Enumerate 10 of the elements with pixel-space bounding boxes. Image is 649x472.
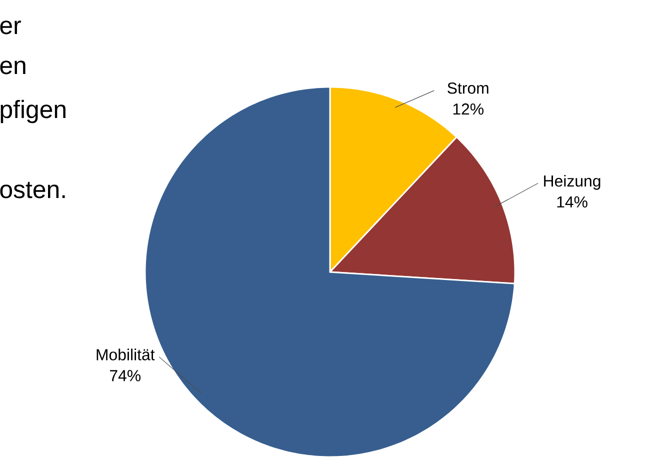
text: osten. — [0, 182, 65, 198]
slice-label: Heizung — [544, 174, 600, 190]
data-label: 14% — [557, 196, 588, 208]
text: en — [0, 60, 26, 74]
slice-label: Strom — [448, 82, 488, 94]
text: er — [0, 20, 21, 34]
data-label: 74% — [110, 370, 141, 382]
data-label: 12% — [453, 103, 484, 115]
text: pfigen — [0, 100, 66, 124]
slice-label: Mobilität — [96, 348, 155, 360]
